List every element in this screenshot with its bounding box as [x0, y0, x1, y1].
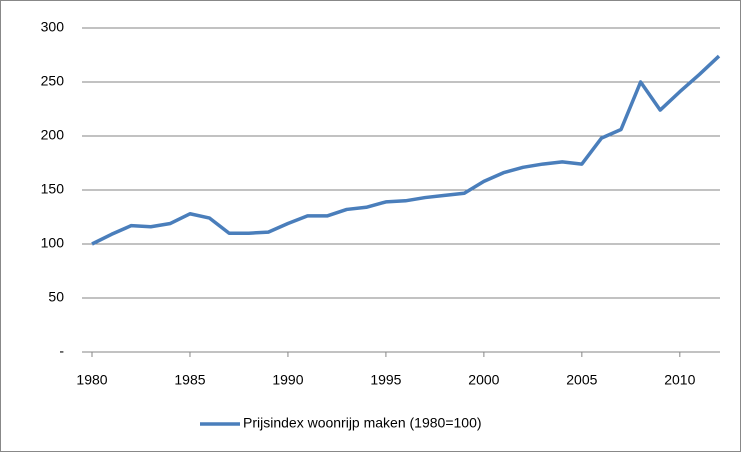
y-tick-label: 250 [41, 73, 65, 89]
y-tick-label: 150 [41, 181, 65, 197]
legend-label: Prijsindex woonrijp maken (1980=100) [243, 415, 482, 431]
y-tick-label: 200 [41, 127, 65, 143]
y-tick-label: 300 [41, 19, 65, 35]
y-tick-label: - [59, 343, 64, 359]
y-tick-label: 50 [48, 289, 64, 305]
x-tick-label: 1985 [174, 372, 205, 388]
x-tick-label: 2010 [664, 372, 695, 388]
x-tick-label: 1980 [76, 372, 107, 388]
x-tick-label: 1995 [370, 372, 401, 388]
x-tick-label: 1990 [272, 372, 303, 388]
data-line [91, 54, 721, 246]
x-tick-label: 2000 [468, 372, 499, 388]
x-tick-label: 2005 [566, 372, 597, 388]
y-tick-label: 100 [41, 235, 65, 251]
